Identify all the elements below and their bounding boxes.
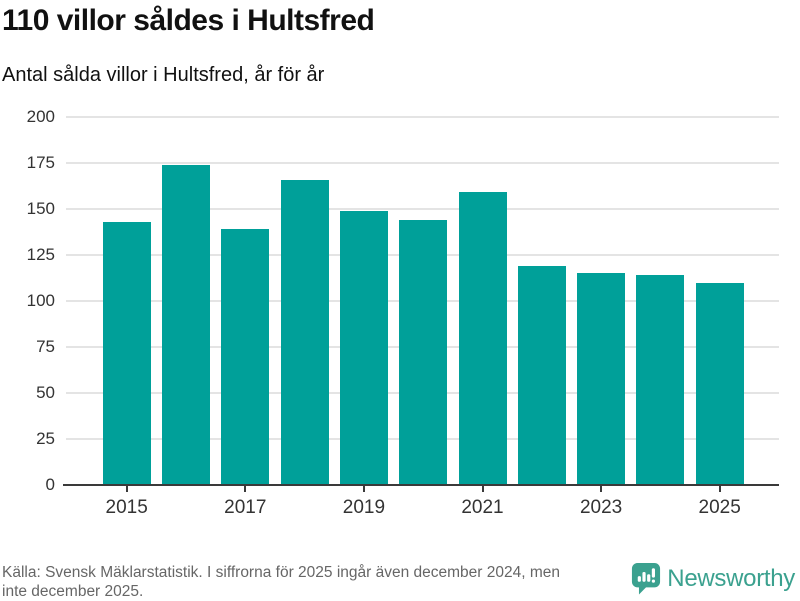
bar (339, 210, 388, 485)
x-axis-label: 2019 (342, 497, 386, 518)
bar (636, 275, 685, 485)
x-axis-label: 2025 (698, 497, 741, 518)
x-axis-label: 2015 (105, 497, 148, 518)
x-axis-label: 2021 (461, 497, 504, 518)
gridline (66, 162, 779, 164)
y-axis-label: 100 (26, 291, 55, 310)
x-axis-tick (718, 486, 721, 492)
gridline (66, 116, 779, 118)
x-axis-label: 2017 (224, 497, 267, 518)
source-note-line: Källa: Svensk Mäklarstatistik. I siffror… (2, 564, 560, 581)
x-axis-tick (244, 486, 247, 492)
bar (517, 266, 566, 485)
x-axis-tick (481, 486, 484, 492)
y-axis-label: 75 (36, 337, 55, 356)
bar (458, 192, 507, 485)
y-axis-label: 200 (26, 107, 55, 126)
bar (162, 164, 210, 485)
y-axis-label: 50 (36, 383, 55, 402)
bar (577, 273, 626, 485)
bar (695, 282, 744, 485)
x-axis-tick (600, 486, 603, 492)
x-axis-tick (125, 486, 128, 492)
chart-subtitle: Antal sålda villor i Hultsfred, år för å… (2, 64, 325, 86)
y-axis-label: 150 (26, 199, 55, 218)
newsworthy-logo: Newsworthy (631, 562, 795, 595)
source-note-line: inte december 2025. (2, 583, 144, 600)
source-note: Källa: Svensk Mäklarstatistik. I siffror… (2, 563, 560, 601)
gridline (66, 208, 779, 210)
plot-area: 0 25 50 75 100 125 150 175 200 2015 2017 2019 2021 20… (27, 107, 779, 518)
newsworthy-logo-icon (632, 563, 661, 595)
x-axis-line (63, 484, 779, 486)
bar (102, 221, 151, 485)
chart-title: 110 villor såldes i Hultsfred (2, 4, 375, 37)
y-axis-label: 125 (26, 245, 55, 264)
bar (280, 179, 329, 485)
newsworthy-logo-text: Newsworthy (667, 564, 795, 592)
y-axis-label: 0 (45, 475, 55, 494)
bar (221, 229, 270, 485)
y-axis-label: 25 (36, 429, 55, 448)
x-axis-tick (362, 486, 365, 492)
x-axis-label: 2023 (579, 497, 623, 518)
y-axis-label: 175 (26, 153, 55, 172)
bar (399, 220, 448, 485)
